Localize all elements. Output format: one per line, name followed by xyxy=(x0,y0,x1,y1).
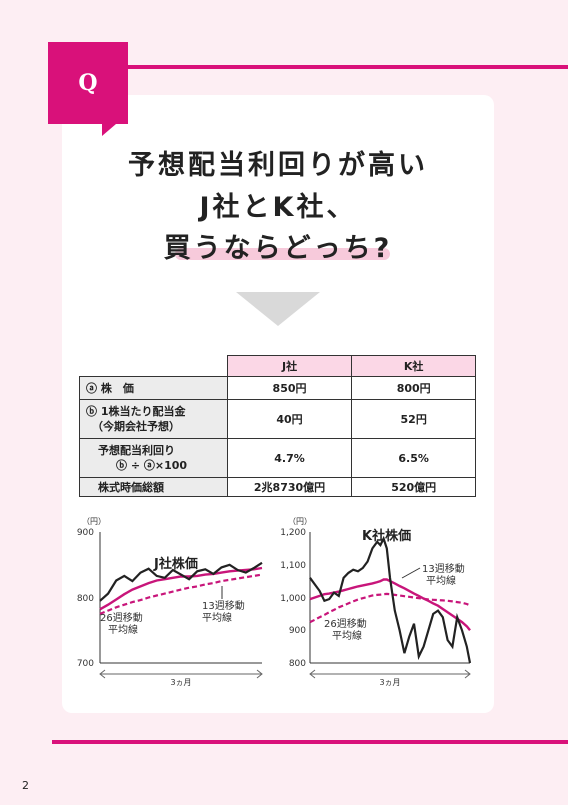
j-13-week-label: 13週移動 xyxy=(202,599,245,612)
k-price-line xyxy=(309,535,472,664)
j-chart-axes xyxy=(99,532,262,664)
title-highlight xyxy=(175,248,390,260)
k-y-tick: 800 xyxy=(289,659,306,669)
j-y-tick: 700 xyxy=(77,659,94,669)
cell-j: 850円 xyxy=(226,376,353,400)
j-chart-title: J社株価 xyxy=(153,556,198,572)
title-line-1: 予想配当利回りが高い xyxy=(128,150,428,181)
j-y-tick: 900 xyxy=(77,528,94,538)
k-stock-chart: （円） 1,200 1,100 1,000 900 800 K社株価 13週移動… xyxy=(280,517,472,687)
k-chart-axes xyxy=(309,532,470,664)
k-period-label: 3ヵ月 xyxy=(379,678,400,687)
cell-k: 520億円 xyxy=(351,477,476,497)
title-line-2: J社とK社、 xyxy=(199,192,357,223)
header-k: K社 xyxy=(351,355,476,377)
k-13-week-pointer xyxy=(401,567,421,579)
k-y-tick: 1,200 xyxy=(280,528,306,538)
k-period-arrow xyxy=(309,669,471,679)
k-26-week-label: 26週移動 xyxy=(324,617,367,630)
cell-k: 6.5% xyxy=(351,438,476,478)
j-y-tick: 800 xyxy=(77,594,94,604)
j-y-unit: （円） xyxy=(82,517,106,526)
question-badge-tail xyxy=(102,124,116,136)
header-j: J社 xyxy=(226,355,353,377)
cell-k: 800円 xyxy=(351,376,476,400)
k-chart-title: K社株価 xyxy=(362,528,411,544)
table-row: 株式時価総額 2兆8730億円 520億円 xyxy=(79,477,476,497)
k-13-week-average-line xyxy=(309,578,471,632)
j-13-week-average-line xyxy=(99,566,263,611)
j-stock-chart: （円） 900 800 700 J社株価 13週移動 平均線 26週移動 平均線… xyxy=(77,517,263,687)
table-header-row: J社 K社 xyxy=(80,355,476,377)
row-label-text: ⓐ 株 価 xyxy=(86,381,134,395)
table-row: 予想配当利回り ⓑ ÷ ⓐ×100 4.7% 6.5% xyxy=(79,438,476,478)
cell-j: 2兆8730億円 xyxy=(226,477,353,497)
k-y-unit: （円） xyxy=(288,517,312,526)
row-label-text: ⓑ 1株当たり配当金 xyxy=(86,405,186,418)
k-26-week-average-line xyxy=(309,592,471,624)
k-26-week-label: 平均線 xyxy=(332,629,362,642)
j-period-label: 3ヵ月 xyxy=(170,678,191,687)
row-label: 株式時価総額 xyxy=(79,477,228,497)
k-y-tick: 1,100 xyxy=(280,561,306,571)
down-arrow-icon xyxy=(236,292,320,326)
j-price-line xyxy=(99,561,263,602)
k-y-tick: 1,000 xyxy=(280,594,306,604)
row-label-text: 予想配当利回り xyxy=(98,444,175,457)
top-rule xyxy=(128,65,568,69)
cell-k: 52円 xyxy=(351,399,476,439)
row-label: ⓑ 1株当たり配当金 （今期会社予想） xyxy=(79,399,228,439)
title-line-3: 買うならどっち? xyxy=(163,233,393,264)
row-label-text: ⓑ ÷ ⓐ×100 xyxy=(116,459,188,472)
j-13-week-label: 平均線 xyxy=(202,611,232,624)
row-label: ⓐ 株 価 xyxy=(79,376,228,400)
k-13-week-label: 平均線 xyxy=(426,574,456,587)
page-number: 2 xyxy=(22,779,29,792)
k-13-week-label: 13週移動 xyxy=(422,562,465,575)
row-label-text: 株式時価総額 xyxy=(98,480,164,494)
j-period-arrow xyxy=(99,669,263,679)
row-label-text: （今期会社予想） xyxy=(92,420,180,433)
cell-j: 40円 xyxy=(226,399,353,439)
bottom-rule xyxy=(52,740,568,744)
j-26-week-average-line xyxy=(99,573,263,615)
question-badge: Q xyxy=(48,42,128,124)
cell-j: 4.7% xyxy=(226,438,353,478)
comparison-table: J社 K社 ⓐ 株 価 850円 800円 ⓑ 1株当たり配当金 （今期会社予想… xyxy=(79,355,476,497)
table-row: ⓐ 株 価 850円 800円 xyxy=(79,376,476,400)
k-y-tick: 900 xyxy=(289,626,306,636)
table-row: ⓑ 1株当たり配当金 （今期会社予想） 40円 52円 xyxy=(79,399,476,439)
j-26-week-label: 平均線 xyxy=(108,623,138,636)
j-26-week-label: 26週移動 xyxy=(100,611,143,624)
row-label: 予想配当利回り ⓑ ÷ ⓐ×100 xyxy=(79,438,228,478)
